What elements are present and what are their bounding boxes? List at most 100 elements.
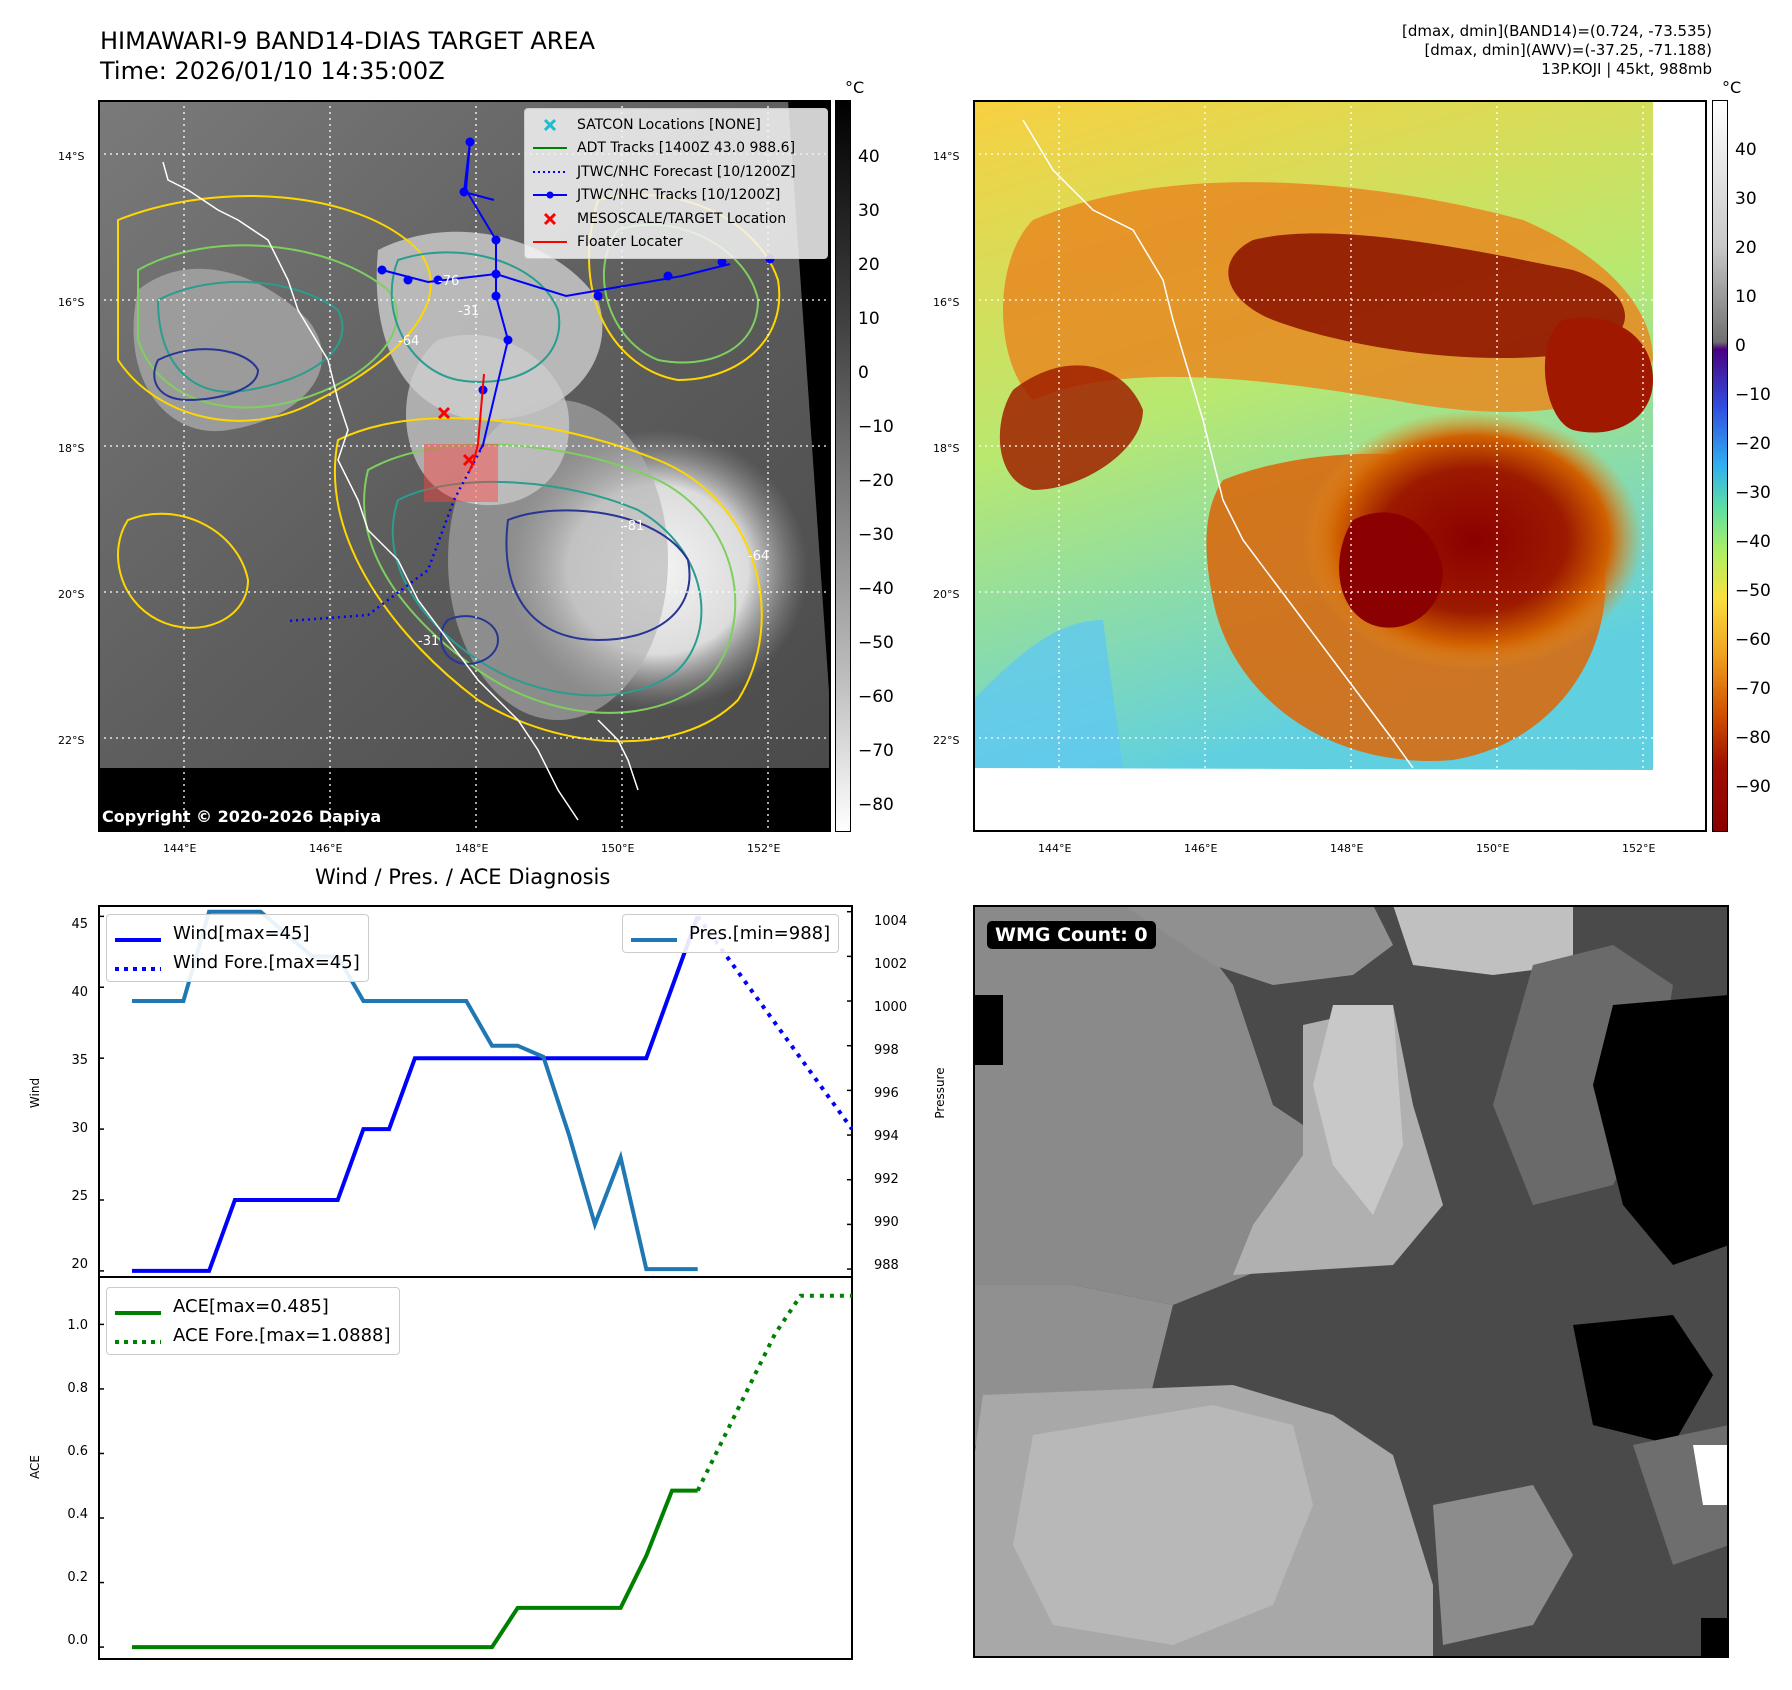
legend-item-ace-forecast: ACE Fore.[max=1.0888]: [115, 1321, 391, 1350]
legend-label: ACE Fore.[max=1.0888]: [173, 1325, 391, 1346]
colorbar-tick: 30: [1735, 189, 1757, 209]
lon-tick: 144°E: [163, 842, 197, 855]
wind-ytick: 40: [71, 985, 88, 1000]
colorbar-tick: −50: [858, 633, 894, 653]
colorbar-tick: 30: [858, 201, 880, 221]
legend-item-mesoscale: MESOSCALE/TARGET Location: [533, 207, 819, 231]
lat-tick: 22°S: [933, 734, 960, 747]
legend-label: JTWC/NHC Tracks [10/1200Z]: [577, 187, 781, 204]
legend-item-jtwc-forecast: JTWC/NHC Forecast [10/1200Z]: [533, 160, 819, 184]
colorbar-tick: 20: [858, 255, 880, 275]
line-dot-icon: [533, 188, 567, 202]
contour-label: -31: [458, 304, 479, 319]
x-marker-icon: [533, 212, 567, 226]
legend-label: MESOSCALE/TARGET Location: [577, 210, 787, 227]
legend-label: Wind Fore.[max=45]: [173, 952, 360, 973]
pressure-ytick: 1002: [874, 957, 908, 972]
copyright-text: Copyright © 2020-2026 Dapiya: [102, 807, 381, 826]
colorbar-tick: −30: [1735, 483, 1771, 503]
legend-label: Floater Locater: [577, 234, 683, 251]
diagnosis-title: Wind / Pres. / ACE Diagnosis: [315, 865, 611, 889]
colorbar-tick: −10: [1735, 385, 1771, 405]
colorbar-tick: 20: [1735, 238, 1757, 258]
legend-label: ACE[max=0.485]: [173, 1296, 329, 1317]
legend-item-satcon: SATCON Locations [NONE]: [533, 113, 819, 137]
lon-tick: 152°E: [747, 842, 781, 855]
colorbar-tick: −20: [858, 471, 894, 491]
legend-item-wind-forecast: Wind Fore.[max=45]: [115, 948, 360, 977]
lat-tick: 14°S: [933, 150, 960, 163]
ace-ytick: 1.0: [67, 1318, 88, 1333]
info-line-3: 13P.KOJI | 45kt, 988mb: [1541, 60, 1712, 78]
colorbar-tick: 40: [858, 147, 880, 167]
mesoscale-target-box: [424, 444, 498, 502]
legend-item-adt: ADT Tracks [1400Z 43.0 988.6]: [533, 137, 819, 161]
wind-axis-label: Wind: [28, 1077, 42, 1109]
colorbar-unit: °C: [845, 78, 865, 97]
wmg-image: [975, 907, 1727, 1656]
legend-label: SATCON Locations [NONE]: [577, 116, 761, 133]
grayscale-map-panel: -31 -64 -76 -81 -64 -31 Copyright © 2020…: [98, 100, 831, 832]
ace-ytick: 0.8: [67, 1381, 88, 1396]
legend-label: ADT Tracks [1400Z 43.0 988.6]: [577, 140, 796, 157]
colorbar-tick: −20: [1735, 434, 1771, 454]
colorbar-tick: −60: [858, 687, 894, 707]
lat-tick: 18°S: [933, 442, 960, 455]
lat-tick: 20°S: [933, 588, 960, 601]
wind-ytick: 35: [71, 1053, 88, 1068]
contour-label: -81: [623, 519, 644, 534]
wind-series-line: [132, 915, 700, 1273]
lat-tick: 16°S: [933, 296, 960, 309]
legend-item-ace: ACE[max=0.485]: [115, 1292, 391, 1321]
info-line-1: [dmax, dmin](BAND14)=(0.724, -73.535): [1401, 22, 1712, 40]
title-line-2: Time: 2026/01/10 14:35:00Z: [100, 57, 445, 85]
color-map-panel: [973, 100, 1707, 832]
colorbar-tick: 10: [1735, 287, 1757, 307]
colorbar-tick: −40: [1735, 532, 1771, 552]
colorbar-tick: −90: [1735, 777, 1771, 797]
lon-tick: 150°E: [1476, 842, 1510, 855]
colorbar-tick: 40: [1735, 140, 1757, 160]
contour-label: -76: [438, 274, 459, 289]
lon-tick: 146°E: [309, 842, 343, 855]
solid-line-icon: [115, 1302, 161, 1315]
legend-label: Wind[max=45]: [173, 923, 310, 944]
colorbar-tick: −30: [858, 525, 894, 545]
dotted-line-icon: [533, 165, 567, 179]
pressure-legend: Pres.[min=988]: [622, 914, 840, 953]
contour-label-group: -31 -64 -76 -81 -64 -31: [398, 274, 769, 649]
lon-tick: 144°E: [1038, 842, 1072, 855]
colorbar-tick: −80: [1735, 728, 1771, 748]
lat-tick: 14°S: [58, 150, 85, 163]
info-line-2: [dmax, dmin](AWV)=(-37.25, -71.188): [1424, 41, 1712, 59]
line-marker-icon: [533, 235, 567, 249]
colorbar-tick: 10: [858, 309, 880, 329]
lat-tick: 22°S: [58, 734, 85, 747]
pressure-ytick: 996: [874, 1086, 899, 1101]
ace-ytick: 0.2: [67, 1570, 88, 1585]
ace-chart: [98, 1276, 853, 1660]
pressure-ytick: 1004: [874, 914, 908, 929]
lat-tick: 20°S: [58, 588, 85, 601]
colorbar-tick: −80: [858, 795, 894, 815]
lon-tick: 150°E: [601, 842, 635, 855]
mesoscale-marker: [437, 406, 476, 467]
grayscale-colorbar: [835, 100, 851, 832]
colorbar-unit: °C: [1722, 78, 1742, 97]
map-legend: SATCON Locations [NONE] ADT Tracks [1400…: [524, 108, 828, 259]
x-marker-icon: [533, 118, 567, 132]
wind-ytick: 20: [71, 1257, 88, 1272]
ace-series-line: [132, 1488, 698, 1650]
pressure-ytick: 990: [874, 1215, 899, 1230]
legend-item-pressure: Pres.[min=988]: [631, 919, 830, 948]
wind-legend: Wind[max=45] Wind Fore.[max=45]: [106, 914, 369, 982]
lon-tick: 148°E: [1330, 842, 1364, 855]
contour-label: -64: [748, 549, 769, 564]
pressure-ytick: 994: [874, 1129, 899, 1144]
color-gridlines: [975, 102, 1705, 830]
colorbar-tick: −10: [858, 417, 894, 437]
colorbar-tick: −50: [1735, 581, 1771, 601]
ace-legend: ACE[max=0.485] ACE Fore.[max=1.0888]: [106, 1287, 400, 1355]
colorbar-tick: 0: [858, 363, 869, 383]
color-enhanced-map: [975, 102, 1705, 830]
